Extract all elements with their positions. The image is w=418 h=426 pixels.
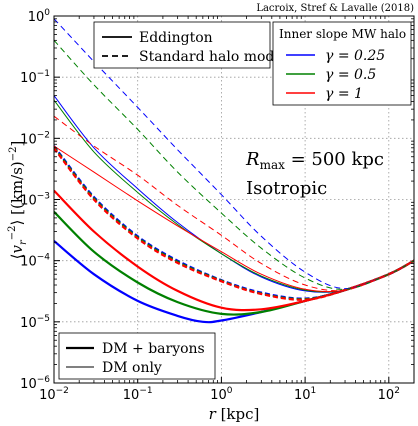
legend-eddington-label: Eddington: [139, 30, 213, 46]
legend-gamma-05-label: γ = 0.5: [325, 67, 376, 83]
legend-model: Eddington Standard halo model: [93, 21, 288, 69]
legend-content: DM + baryons DM only: [58, 332, 216, 380]
legend-gamma-025-label: γ = 0.25: [325, 48, 385, 64]
plot-frame: [53, 15, 415, 384]
legend-dm-baryons-label: DM + baryons: [102, 341, 205, 357]
series-line-gamma-05-shm-dm-only: [54, 39, 414, 290]
legend-shm-label: Standard halo model: [139, 49, 288, 65]
y-tick-label: 100: [28, 8, 51, 25]
x-tick-label: 100: [210, 386, 233, 403]
credit: Lacroix, Stref & Lavalle (2018): [256, 3, 414, 14]
legend-content-box: [58, 332, 216, 380]
x-tick-label: 101: [294, 386, 316, 403]
series-line-gamma-1-shm-dm-only: [54, 115, 414, 292]
x-axis-label: r [kpc]: [209, 405, 260, 423]
annotation-rmax: Rmax = 500 kpc: [245, 149, 384, 172]
legend-slope-title: Inner slope MW halo: [279, 27, 406, 41]
x-tick-label: 10−2: [39, 386, 69, 403]
y-tick-label: 10−5: [20, 314, 50, 331]
legend-model-box: [93, 21, 271, 69]
y-tick-label: 10−1: [20, 69, 50, 86]
y-axis-label: ⟨vr−2⟩ [(km/s)−2]: [7, 141, 29, 260]
legend-slope-box: [272, 21, 412, 106]
annotation-isotropic: Isotropic: [246, 178, 327, 199]
x-tick-label: 10−1: [123, 386, 153, 403]
legend-gamma-1-label: γ = 1: [325, 86, 363, 102]
x-tick-label: 102: [378, 386, 400, 403]
series-group: [54, 18, 414, 324]
legend-slope: Inner slope MW halo γ = 0.25 γ = 0.5 γ =…: [272, 21, 412, 106]
legend-dm-only-label: DM only: [102, 360, 162, 376]
